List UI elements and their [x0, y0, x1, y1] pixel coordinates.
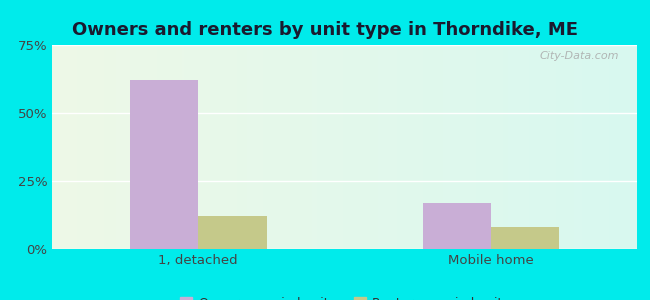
Legend: Owner occupied units, Renter occupied units: Owner occupied units, Renter occupied un… [175, 292, 514, 300]
Text: Owners and renters by unit type in Thorndike, ME: Owners and renters by unit type in Thorn… [72, 21, 578, 39]
Bar [491, 227, 559, 249]
Bar [130, 80, 198, 249]
Bar [422, 203, 491, 249]
Text: City-Data.com: City-Data.com [540, 51, 619, 61]
Bar [198, 216, 266, 249]
